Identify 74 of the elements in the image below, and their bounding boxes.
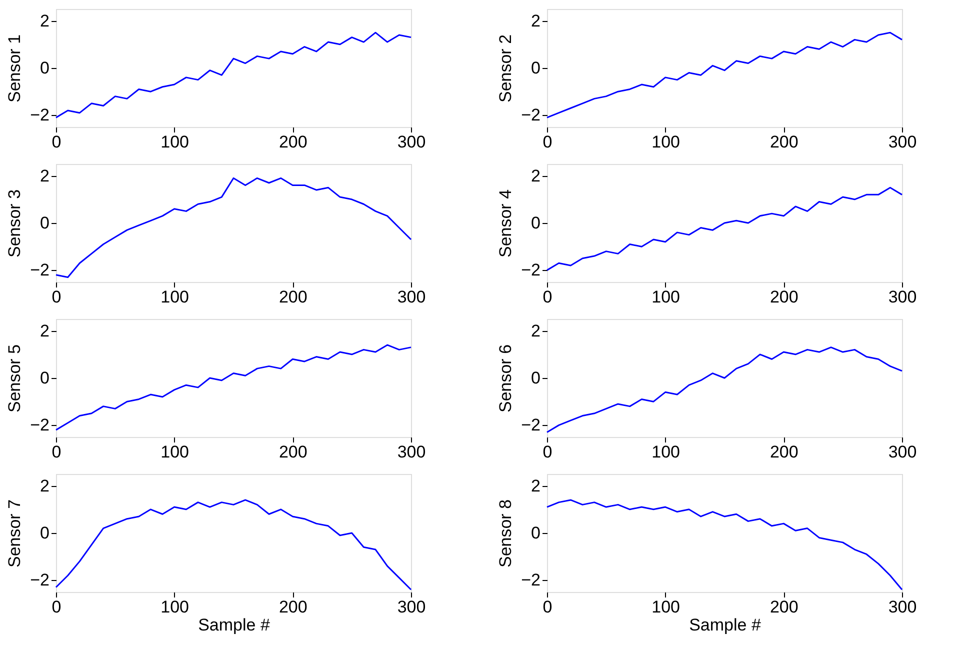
x-tick-label: 100 — [652, 288, 680, 306]
x-tick-label: 200 — [770, 288, 798, 306]
line-series — [55, 177, 412, 278]
y-tick-label: −2 — [521, 106, 540, 125]
y-tick-label: 0 — [531, 524, 540, 542]
y-tick-label: −2 — [521, 260, 540, 280]
y-tick-label: 0 — [531, 214, 540, 232]
y-axis-title: Sensor 7 — [5, 499, 24, 568]
x-tick-label: 200 — [278, 132, 308, 152]
x-tick-label: 300 — [888, 288, 917, 306]
x-tick-label: 0 — [542, 288, 552, 306]
x-tick-label: 300 — [888, 598, 917, 616]
y-tick-label: 0 — [40, 524, 50, 542]
x-tick-label: 200 — [770, 132, 798, 152]
x-tick-label: 100 — [160, 598, 190, 616]
x-tick-label: 200 — [278, 288, 308, 306]
y-tick-label: −2 — [30, 570, 50, 590]
line-series — [55, 32, 412, 118]
x-tick-label: 200 — [278, 598, 308, 616]
line-series — [546, 499, 903, 590]
y-tick-label: 2 — [531, 321, 540, 340]
y-tick-label: 2 — [40, 166, 50, 186]
x-tick-label: 0 — [52, 442, 62, 462]
y-tick-label: 2 — [40, 321, 50, 340]
x-tick-label: 200 — [770, 442, 798, 462]
x-tick-label: 0 — [542, 598, 552, 616]
y-axis-title: Sensor 1 — [5, 34, 24, 103]
line-series — [55, 344, 412, 431]
x-tick-label: 0 — [542, 442, 552, 462]
y-tick-label: 0 — [40, 368, 50, 388]
y-tick-label: 0 — [40, 58, 50, 78]
y-tick-label: −2 — [30, 106, 50, 125]
x-tick-label: 100 — [652, 132, 680, 152]
x-tick-label: 300 — [888, 442, 917, 462]
y-tick-label: 2 — [40, 11, 50, 30]
y-tick-label: 0 — [531, 368, 540, 388]
y-tick-label: 2 — [531, 476, 540, 496]
x-tick-label: 300 — [397, 442, 426, 462]
x-tick-label: 100 — [160, 442, 190, 462]
y-axis-title: Sensor 4 — [496, 189, 516, 258]
y-axis-title: Sensor 6 — [496, 344, 516, 413]
x-tick-label: 300 — [397, 132, 426, 152]
x-tick-label: 0 — [52, 288, 62, 306]
y-tick-label: −2 — [30, 416, 50, 435]
x-tick-label: 300 — [888, 132, 917, 152]
y-axis-title: Sensor 8 — [496, 499, 516, 568]
x-tick-label: 300 — [397, 598, 426, 616]
y-tick-label: 0 — [531, 58, 540, 78]
line-series — [546, 186, 903, 271]
y-tick-label: −2 — [521, 416, 540, 435]
y-axis-title: Sensor 2 — [496, 34, 516, 103]
x-tick-label: 100 — [652, 598, 680, 616]
y-tick-label: 2 — [531, 166, 540, 186]
x-axis-title: Sample # — [689, 616, 762, 634]
x-axis-title: Sample # — [198, 616, 270, 634]
y-tick-label: 2 — [40, 476, 50, 496]
line-series — [546, 346, 903, 434]
y-tick-label: −2 — [521, 570, 540, 590]
x-tick-label: 200 — [770, 598, 798, 616]
x-tick-label: 200 — [278, 442, 308, 462]
line-series — [55, 499, 412, 590]
x-tick-label: 0 — [542, 132, 552, 152]
x-tick-label: 100 — [160, 288, 190, 306]
y-axis-title: Sensor 5 — [5, 344, 24, 413]
x-tick-label: 100 — [160, 132, 190, 152]
x-tick-label: 0 — [52, 132, 62, 152]
x-tick-label: 0 — [52, 598, 62, 616]
y-tick-label: 2 — [531, 11, 540, 30]
x-tick-label: 300 — [397, 288, 426, 306]
y-tick-label: −2 — [30, 260, 50, 280]
y-tick-label: 0 — [40, 214, 50, 232]
y-axis-title: Sensor 3 — [5, 189, 24, 258]
line-series — [546, 32, 903, 118]
x-tick-label: 100 — [652, 442, 680, 462]
